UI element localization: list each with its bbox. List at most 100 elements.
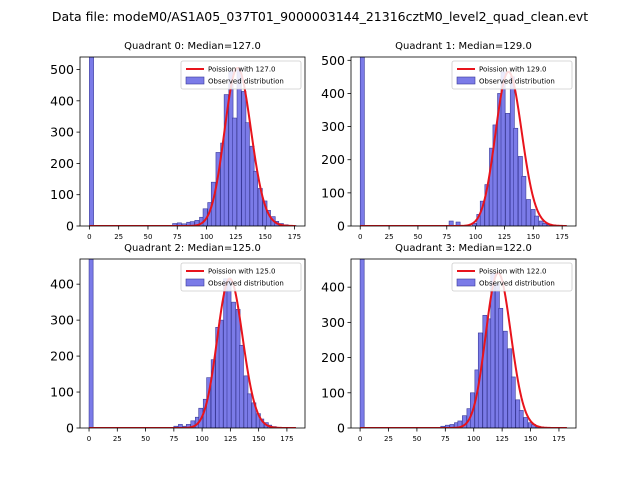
panels: Quadrant 0: Median=127.00100200300400500… xyxy=(50,41,577,443)
histogram-bar xyxy=(526,199,531,226)
histogram-bar xyxy=(523,417,529,428)
y-tick-label: 100 xyxy=(50,385,74,400)
x-tick-label: 25 xyxy=(384,435,393,443)
y-tick-label: 200 xyxy=(321,350,345,365)
x-tick-label: 175 xyxy=(552,435,565,443)
histogram-bar xyxy=(359,57,365,226)
histogram-bar xyxy=(513,127,519,226)
quadrant-panel-1: Quadrant 1: Median=129.00100200300400500… xyxy=(321,41,577,241)
panel-title: Quadrant 0: Median=127.0 xyxy=(124,41,261,52)
x-tick-label: 100 xyxy=(195,435,208,443)
y-tick-label: 100 xyxy=(321,185,345,200)
histogram-bar xyxy=(253,170,258,226)
legend-box xyxy=(451,262,573,292)
y-tick-label: 400 xyxy=(50,277,74,292)
poisson-curve xyxy=(89,66,296,226)
x-tick-label: 175 xyxy=(280,435,293,443)
figure-suptitle: Data file: modeM0/AS1A05_037T01_90000031… xyxy=(52,9,588,24)
histogram-bar xyxy=(518,410,524,428)
x-tick-label: 150 xyxy=(258,233,271,241)
quadrant-panel-2: Quadrant 2: Median=125.0 0 100 200 300 400 0 25… xyxy=(50,243,306,443)
x-tick-label: 50 xyxy=(413,233,422,241)
legend-bar-swatch xyxy=(456,278,476,287)
legend-poisson-label: Poission with 122.0 xyxy=(479,268,547,276)
y-tick-label: 300 xyxy=(50,125,74,140)
panel-title: Quadrant 1: Median=129.0 xyxy=(395,41,532,52)
y-tick-label: 0 xyxy=(337,421,345,436)
y-tick-label: 400 xyxy=(50,93,74,108)
x-tick-label: 125 xyxy=(224,435,237,443)
histogram-bar xyxy=(218,319,224,428)
y-tick-label: 300 xyxy=(321,119,345,134)
x-tick-label: 125 xyxy=(495,435,508,443)
histogram-bar xyxy=(172,223,178,226)
x-tick-label: 175 xyxy=(288,233,301,241)
legend-box xyxy=(180,60,302,90)
y-tick-label: 0 xyxy=(66,219,74,234)
legend: Poission with 127.0 Observed distribution xyxy=(180,60,302,90)
x-tick-label: 0 xyxy=(87,435,91,443)
histogram-bar xyxy=(498,307,504,428)
legend-poisson-label: Poission with 125.0 xyxy=(208,268,276,276)
legend: Poission with 125.0 Observed distribution xyxy=(180,262,302,292)
x-tick-label: 125 xyxy=(229,233,242,241)
x-tick-label: 100 xyxy=(467,435,480,443)
y-tick-label: 400 xyxy=(321,280,345,295)
x-tick-label: 75 xyxy=(173,233,182,241)
y-tick-label: 100 xyxy=(321,385,345,400)
x-tick-label: 175 xyxy=(555,233,568,241)
quadrant-panel-3: Quadrant 3: Median=122.0 0 100 200 300 400 0 25… xyxy=(321,243,577,443)
x-tick-label: 150 xyxy=(524,435,537,443)
x-tick-label: 0 xyxy=(87,233,91,241)
legend-bar-swatch xyxy=(185,278,205,287)
plot-area xyxy=(359,57,567,226)
y-tick-label: 300 xyxy=(50,313,74,328)
legend-box xyxy=(451,60,573,90)
poisson-curve xyxy=(360,70,567,226)
y-tick-label: 200 xyxy=(50,156,74,171)
legend-bar-swatch xyxy=(456,76,476,85)
y-tick-label: 500 xyxy=(50,62,74,77)
legend: Poission with 129.0 Observed distribution xyxy=(451,60,573,90)
legend-poisson-label: Poission with 127.0 xyxy=(208,66,276,74)
histogram-bar xyxy=(223,94,229,226)
y-tick-label: 0 xyxy=(337,219,345,234)
legend-observed-label: Observed distribution xyxy=(208,280,284,288)
x-tick-label: 75 xyxy=(441,435,450,443)
legend-observed-label: Observed distribution xyxy=(208,78,284,86)
histogram-bar xyxy=(88,259,94,428)
legend-bar-swatch xyxy=(185,76,205,85)
poisson-curve xyxy=(360,272,567,428)
histogram-bar xyxy=(359,259,365,428)
x-tick-label: 25 xyxy=(385,233,394,241)
x-tick-label: 125 xyxy=(498,233,511,241)
x-tick-label: 50 xyxy=(141,435,150,443)
histogram-bar xyxy=(502,330,508,428)
histogram-bar xyxy=(226,280,232,428)
axes-frame xyxy=(79,258,306,429)
histogram-bar xyxy=(455,221,461,226)
x-tick-label: 50 xyxy=(412,435,421,443)
histogram-bar xyxy=(232,117,237,226)
x-tick-label: 75 xyxy=(442,233,451,241)
x-tick-label: 0 xyxy=(358,233,362,241)
histogram-bar xyxy=(244,122,250,226)
x-tick-label: 75 xyxy=(169,435,178,443)
histogram-bar xyxy=(510,376,516,428)
histogram-bar xyxy=(89,57,94,226)
panel-title: Quadrant 3: Median=122.0 xyxy=(395,243,532,254)
axes-frame xyxy=(350,56,577,227)
histogram-bar xyxy=(521,175,527,226)
x-tick-label: 25 xyxy=(114,233,123,241)
histogram-bar xyxy=(449,424,455,428)
poisson-curve xyxy=(89,277,296,428)
x-tick-label: 100 xyxy=(469,233,482,241)
y-tick-label: 0 xyxy=(66,421,74,436)
histogram-bar xyxy=(492,124,498,226)
y-tick-label: 200 xyxy=(321,152,345,167)
x-tick-label: 25 xyxy=(113,435,122,443)
legend-box xyxy=(180,262,302,292)
x-tick-label: 0 xyxy=(358,435,362,443)
y-tick-label: 300 xyxy=(321,315,345,330)
